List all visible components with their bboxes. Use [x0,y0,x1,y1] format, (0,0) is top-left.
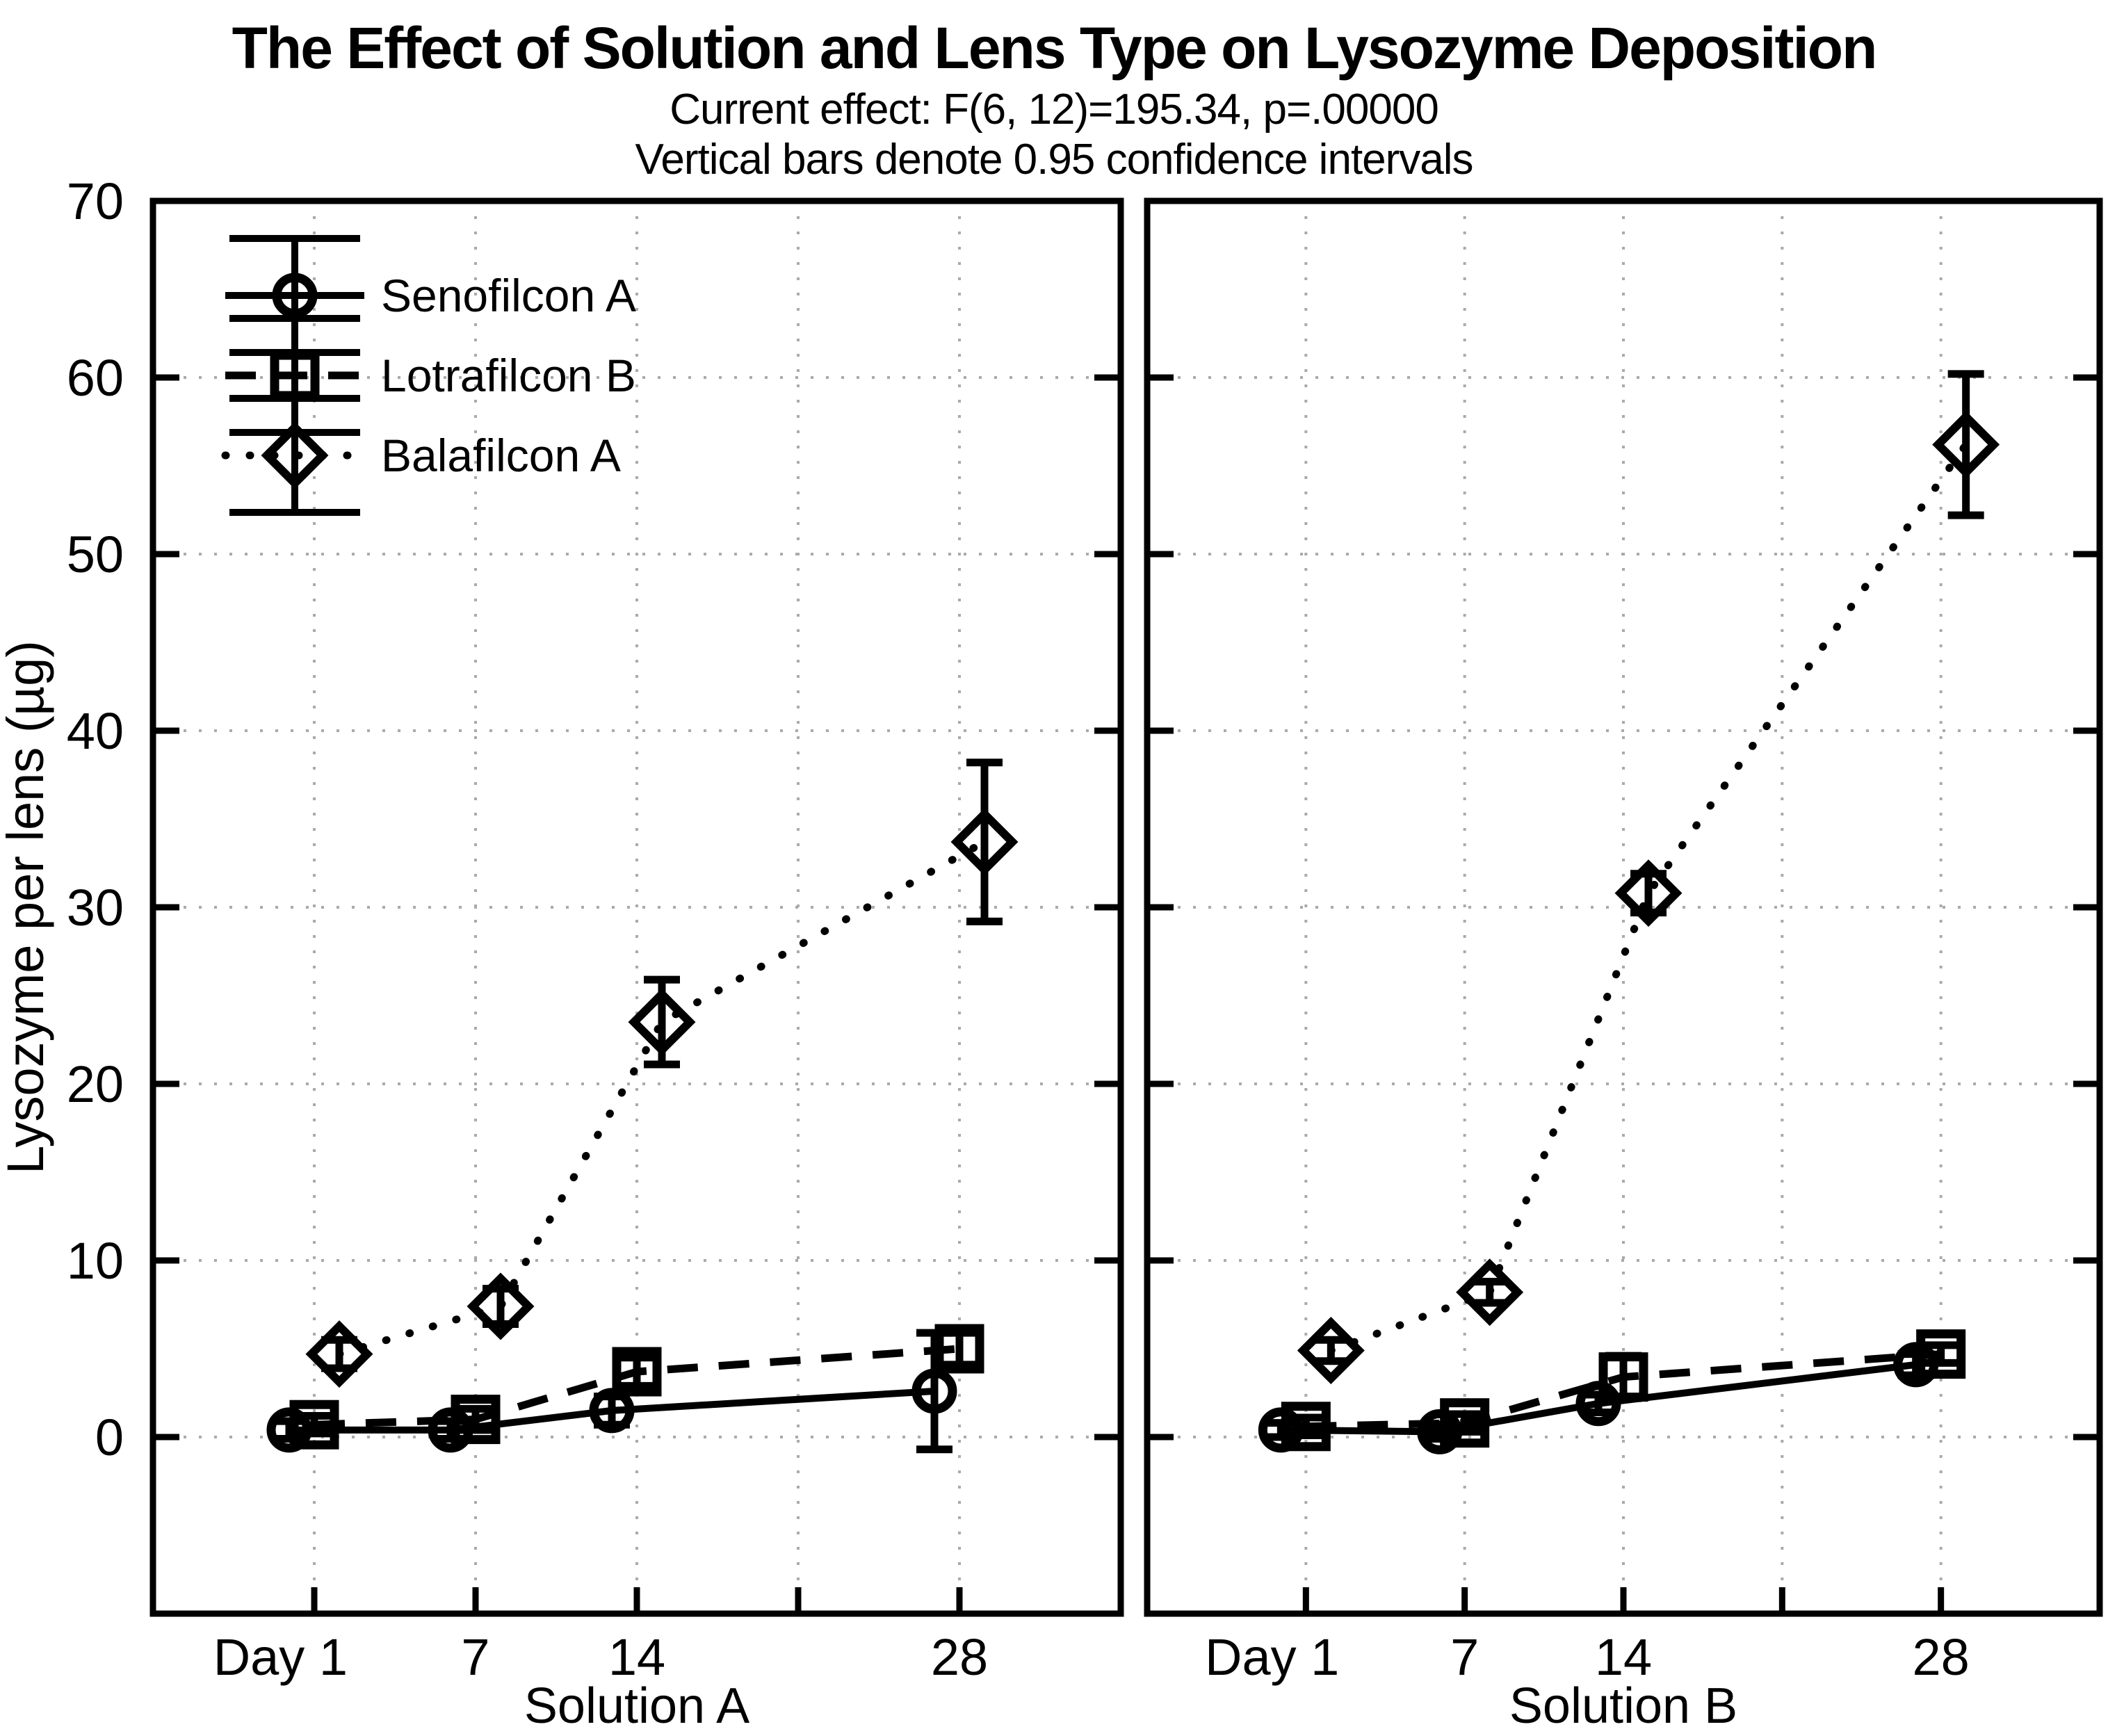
y-tick-label: 30 [67,879,124,936]
data-point-square [1916,1329,1966,1379]
plot-area: 0 10 20 30 40 50 60 70 Day 1 7 14 28 Day 1 7 14 28 [67,172,2103,1686]
series-line [335,838,989,1358]
legend-key-circle [225,235,364,356]
series-line [314,1345,960,1429]
y-tick-label: 0 [95,1409,124,1466]
x-tick-label: Day 1 [213,1628,348,1686]
data-point-diamond [1297,1317,1365,1385]
data-point-circle [1575,1381,1621,1427]
data-point-diamond [305,1320,373,1388]
series-balafilcon-a [1297,370,2000,1385]
y-tick-label: 10 [67,1232,124,1290]
legend-key-diamond [221,395,368,516]
legend [221,235,368,516]
y-tick-label: 20 [67,1055,124,1113]
legend-label-senofilcon-a: Senofilcon A [381,270,636,321]
x-tick-label: 7 [1450,1628,1479,1686]
series-senofilcon-a [266,1329,957,1454]
panel-solution-a: 0 10 20 30 40 50 60 70 Day 1 7 14 28 [67,172,1124,1686]
data-point-circle [1258,1407,1304,1453]
data-point-diamond [1932,411,2000,479]
data-point-diamond [1614,859,1683,927]
data-point-square [1440,1398,1490,1448]
data-point-diamond [950,808,1019,876]
tick-marks [1147,197,2100,1614]
legend-label-lotrafilcon-b: Lotrafilcon B [381,350,636,401]
x-tick-label: 28 [1913,1628,1970,1686]
data-point-circle [589,1388,635,1434]
data-point-square [1598,1352,1648,1402]
chart-subtitle-effect: Current effect: F(6, 12)=195.34, p=.0000… [670,86,1438,133]
data-point-square [451,1395,501,1445]
y-tick-label: 40 [67,702,124,760]
data-point-diamond [261,421,329,489]
chart-title: The Effect of Solution and Lens Type on … [232,15,1876,81]
gridlines [153,200,1121,1614]
data-point-square [1281,1402,1331,1452]
data-point-square [612,1347,662,1397]
data-point-circle [272,273,318,318]
series-balafilcon-a [305,759,1019,1388]
y-axis-label: Lysozyme per lens (µg) [0,640,54,1174]
x-tick-label: 14 [1595,1628,1652,1686]
x-tick-label: 28 [931,1628,988,1686]
series-line [1306,1350,1942,1431]
series-line [289,1387,935,1434]
x-tick-label: 7 [461,1628,489,1686]
y-tick-label: 70 [67,172,124,230]
y-tick-label: 50 [67,526,124,583]
panel-b-xlabel: Solution B [1509,1678,1737,1734]
series-lotrafilcon-b [289,1324,984,1450]
data-point-diamond [1456,1258,1524,1327]
panel-a-xlabel: Solution A [524,1678,749,1734]
chart-subtitle-ci-note: Vertical bars denote 0.95 confidence int… [635,136,1473,184]
data-point-square [934,1324,984,1374]
data-point-diamond [467,1272,535,1340]
series-line [1327,441,1970,1355]
y-tick-label: 60 [67,349,124,407]
series-lotrafilcon-b [1281,1329,1966,1452]
data-point-circle [911,1368,957,1414]
tick-marks [153,197,1121,1614]
legend-label-balafilcon-a: Balafilcon A [381,430,621,481]
x-tick-label: Day 1 [1205,1628,1339,1686]
panel-solution-b: Day 1 7 14 28 [1144,197,2103,1686]
data-point-square [289,1400,339,1450]
x-tick-label: 14 [608,1628,665,1686]
series-line [1281,1361,1917,1436]
data-point-diamond [628,988,696,1056]
